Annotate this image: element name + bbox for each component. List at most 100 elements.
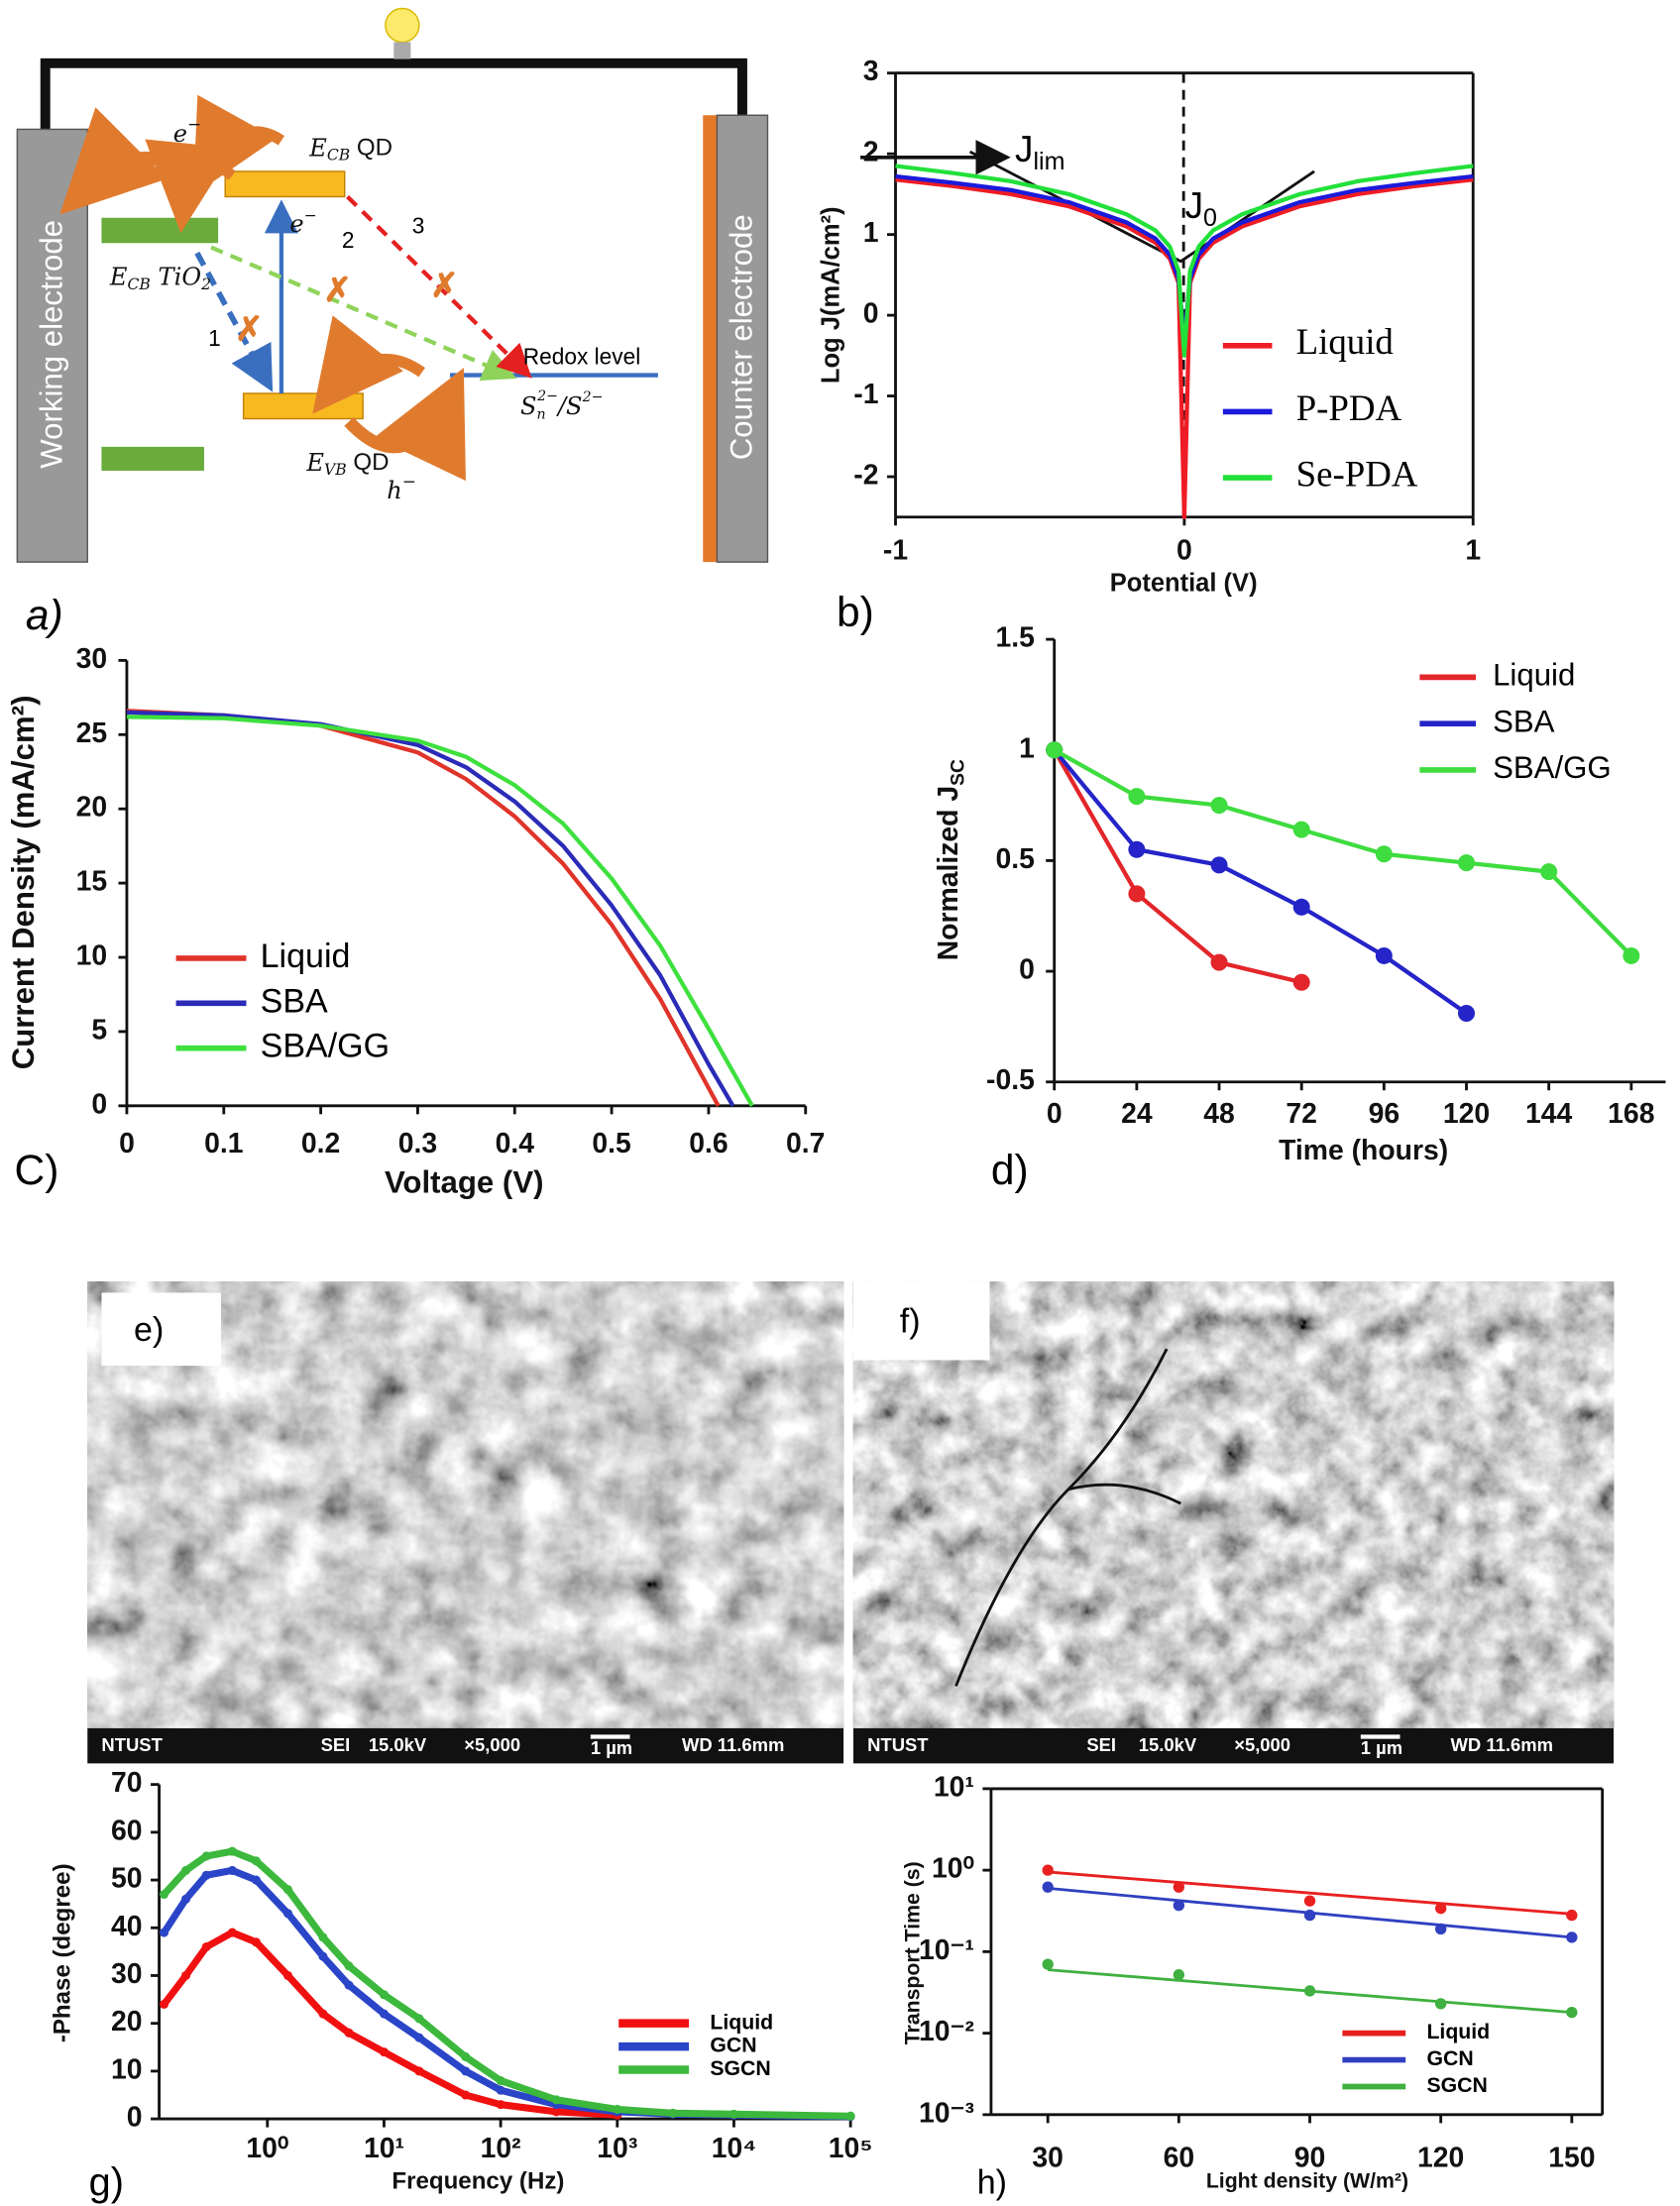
block-mark: ✗ — [323, 272, 352, 309]
legend-label: GCN — [710, 2034, 756, 2057]
qd-cb — [224, 170, 346, 198]
legend-label: GCN — [1426, 2046, 1473, 2070]
x-tick-label: 10¹ — [364, 2133, 404, 2164]
data-point — [318, 1932, 328, 1942]
data-point — [1210, 953, 1228, 971]
data-point — [1046, 741, 1064, 759]
data-point — [668, 2108, 678, 2118]
data-point — [1303, 1909, 1316, 1922]
path-number: 1 — [208, 325, 221, 351]
t: /S — [556, 392, 583, 420]
crack — [954, 1348, 1181, 1687]
t: E — [308, 134, 327, 162]
t: CB — [128, 276, 151, 293]
y-axis-label: -Phase (degree) — [50, 1863, 76, 2042]
t: 2 — [200, 276, 211, 293]
qd-vb — [242, 392, 364, 420]
chart: 10⁰ 10¹ 10² 10³ 10⁴ 10⁵ 0 10 20 30 40 50 60 70 Frequen… — [50, 1767, 873, 2204]
sem-text: NTUST — [867, 1734, 929, 1755]
x-tick-label: 0.2 — [301, 1128, 340, 1159]
data-point — [1173, 1969, 1185, 1981]
t: E — [109, 263, 128, 290]
x-tick-label: 120 — [1443, 1098, 1490, 1130]
x-tick-label: 0 — [1176, 535, 1192, 567]
sem-text: 15.0kV — [369, 1734, 427, 1755]
x-tick-label: 1 — [1465, 535, 1481, 567]
legend-label: SBA — [1493, 704, 1555, 738]
data-point — [1435, 1902, 1447, 1915]
data-point — [201, 1870, 211, 1880]
x-tick-label: 0.7 — [786, 1128, 825, 1159]
y-tick-label: 50 — [111, 1863, 143, 1895]
sem-text: SEI — [1086, 1734, 1116, 1755]
y-tick-label: 30 — [111, 1958, 143, 1990]
text-part: Normalized J — [933, 786, 964, 960]
text-part: J — [1185, 185, 1203, 226]
legend-label: SBA — [261, 982, 328, 1020]
tio2-vb — [101, 446, 204, 471]
data-point — [180, 1970, 191, 1981]
t: S — [520, 392, 537, 420]
legend-label: SGCN — [710, 2056, 770, 2080]
x-tick-label: 144 — [1525, 1098, 1573, 1130]
data-point — [1128, 840, 1146, 858]
t: − — [187, 115, 201, 135]
t: h — [387, 477, 402, 504]
redox-label: Redox level — [523, 344, 640, 370]
data-point — [282, 1909, 293, 1919]
sem-text: NTUST — [101, 1734, 163, 1755]
electron-label: e− — [173, 115, 202, 148]
data-point — [496, 2085, 505, 2095]
path-number: 3 — [412, 213, 425, 239]
ecb-qd-label: ECB QD — [308, 134, 392, 165]
text-part: lim — [1033, 148, 1064, 175]
y-tick-label: 10¹ — [934, 1771, 974, 1803]
legend-label: SBA/GG — [1493, 750, 1612, 785]
t: e — [289, 209, 303, 237]
text-part: SC — [948, 759, 968, 786]
data-point — [344, 2028, 354, 2038]
sem-f: f) NTUST SEI 15.0kV ×5,000 1 µm WD 11.6m… — [852, 1281, 1615, 1764]
t: n — [536, 406, 545, 422]
data-point — [461, 2066, 471, 2076]
y-tick-label: 0 — [863, 298, 879, 330]
bulb-base — [393, 42, 411, 59]
couple-label: Sn 2−/S2− — [520, 388, 604, 422]
panel-label: d) — [991, 1147, 1029, 1194]
t: TiO — [151, 263, 201, 290]
diagram: Working electrode Counter electrode ✗ ✗ … — [16, 7, 769, 639]
data-point — [1375, 946, 1393, 964]
y-tick-label: 25 — [76, 717, 108, 749]
label-box — [101, 1292, 221, 1367]
legend-label: Liquid — [1426, 2020, 1490, 2043]
panel-label: b) — [837, 589, 874, 636]
text-part: J — [1015, 129, 1033, 169]
x-tick-label: 0 — [119, 1128, 135, 1159]
electron-label: e− — [289, 206, 316, 237]
sem-text: ×5,000 — [1234, 1734, 1290, 1755]
y-tick-label: 0 — [127, 2102, 143, 2134]
x-tick-label: 30 — [1032, 2143, 1064, 2174]
x-tick-label: 120 — [1417, 2143, 1464, 2174]
block-marks: ✗ ✗ ✗ — [235, 268, 459, 349]
t: − — [402, 472, 416, 492]
y-axis-label: Normalized JSC — [933, 759, 968, 960]
x-tick-label: 10⁵ — [829, 2133, 873, 2164]
y-tick-label: 10⁻¹ — [919, 1934, 974, 1966]
data-point — [1173, 1881, 1185, 1893]
y-axis-label: Transport Time (s) — [901, 1861, 925, 2044]
x-tick-label: 0.3 — [398, 1128, 437, 1159]
y-tick-label: 1.5 — [995, 622, 1034, 654]
data-point — [251, 1875, 261, 1885]
data-point — [282, 1970, 293, 1981]
counter-electrode — [716, 114, 769, 563]
data-point — [159, 1928, 169, 1937]
chart: 0 0.1 0.2 0.3 0.4 0.5 0.6 0.7 0 5 10 15 20 25 30 Voltag… — [6, 643, 825, 1200]
x-tick-label: 10² — [481, 2133, 521, 2164]
sem-text: WD 11.6mm — [682, 1734, 784, 1755]
data-point — [414, 2066, 424, 2076]
x-tick-label: 10⁴ — [712, 2133, 757, 2164]
panel-label: e) — [134, 1311, 164, 1349]
data-point — [159, 1999, 169, 2009]
